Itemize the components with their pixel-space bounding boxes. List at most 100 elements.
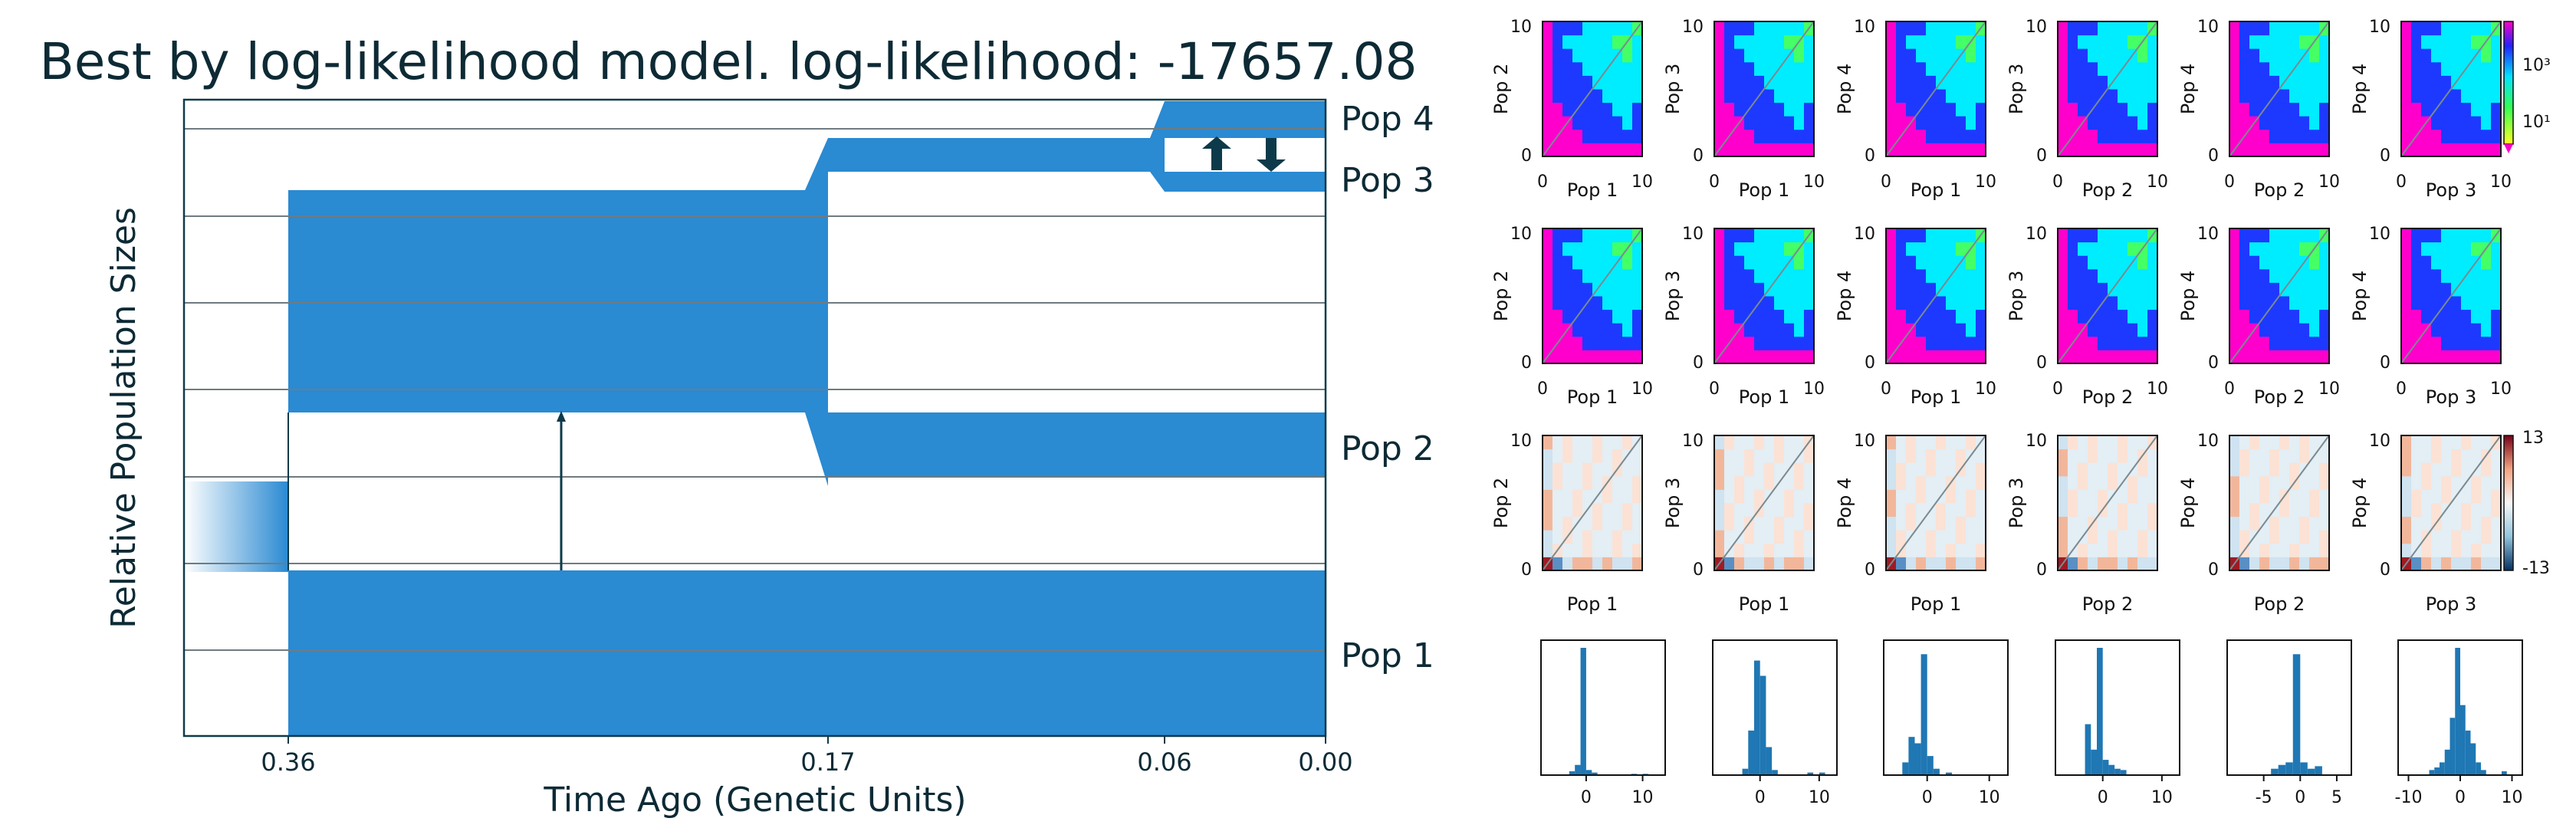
heatmap-cell xyxy=(1774,309,1785,324)
heatmap-cell xyxy=(1956,475,1967,490)
heatmap-cell xyxy=(2461,350,2472,364)
heatmap-cell xyxy=(2319,489,2330,504)
heatmap-cell xyxy=(2481,282,2492,297)
heatmap-cell xyxy=(2411,462,2422,477)
heatmap-cell xyxy=(2058,449,2068,463)
heatmap-cell xyxy=(2471,516,2482,531)
histogram-panel: 0 10 xyxy=(2055,639,2180,807)
heatmap-cell xyxy=(2137,75,2148,90)
heatmap-cell xyxy=(1906,48,1917,63)
histogram-bar xyxy=(2108,764,2115,775)
heatmap-cell xyxy=(1582,323,1593,337)
panel-frame xyxy=(1542,435,1643,571)
heatmap-cell xyxy=(2471,129,2482,143)
heatmap-cell xyxy=(2421,282,2432,297)
heatmap-cell xyxy=(2088,296,2098,310)
panel-frame xyxy=(1542,228,1643,364)
heatmap-cell xyxy=(1946,48,1957,63)
y-axis-label: Pop 4 xyxy=(1834,478,1855,528)
heatmap-cell xyxy=(2299,296,2310,310)
heatmap-cell xyxy=(1784,268,1795,283)
heatmap-cell xyxy=(2137,435,2148,450)
heatmap-cell xyxy=(2058,228,2068,243)
heatmap-cell xyxy=(2068,516,2078,531)
heatmap-cell xyxy=(1552,89,1563,104)
heatmap-cell xyxy=(2319,102,2330,117)
heatmap-cell xyxy=(2279,48,2290,63)
heatmap-cell xyxy=(2421,557,2432,571)
heatmap-cell xyxy=(1612,61,1623,76)
pop-label-4: Pop 4 xyxy=(1341,100,1434,139)
heatmap-cell xyxy=(1956,116,1967,130)
heatmap-cell xyxy=(2078,61,2088,76)
heatmap-cell xyxy=(2098,61,2108,76)
heatmap-cell xyxy=(2461,516,2472,531)
chart-title: Best by log-likelihood model. log-likeli… xyxy=(39,32,1418,91)
heatmap-cell xyxy=(1956,21,1967,36)
heatmap-cell xyxy=(1784,350,1795,364)
heatmap-cell xyxy=(1572,462,1583,477)
heatmap-cell xyxy=(1784,435,1795,450)
heatmap-cell xyxy=(2411,557,2422,571)
heatmap-cell xyxy=(1612,350,1623,364)
diagonal-line xyxy=(2229,228,2330,364)
heatmap-cell xyxy=(1552,116,1563,130)
heatmap-cell xyxy=(2098,34,2108,49)
heatmap-cell xyxy=(2147,268,2158,283)
heatmap-cell xyxy=(2401,89,2412,104)
x-tick-label: 0 xyxy=(2052,172,2063,192)
heatmap-cell xyxy=(1724,557,1735,571)
heatmap-cell xyxy=(1744,48,1755,63)
heatmap-cell xyxy=(2431,475,2442,490)
heatmap-cell xyxy=(2461,116,2472,130)
heatmap-cell xyxy=(1602,48,1613,63)
heatmap-cell xyxy=(1592,143,1603,157)
heatmap-cell xyxy=(2229,516,2240,531)
heatmap-cell xyxy=(2471,228,2482,243)
heatmap-cell xyxy=(2068,435,2078,450)
heatmap-cell xyxy=(1774,543,1785,557)
heatmap-cell xyxy=(2058,75,2068,90)
heatmap-cell xyxy=(1714,462,1725,477)
heatmap-cell xyxy=(1612,557,1623,571)
heatmap-cell xyxy=(2137,503,2148,518)
heatmap-cell xyxy=(2078,143,2088,157)
heatmap-cell xyxy=(1622,116,1633,130)
heatmap-cell xyxy=(1794,557,1805,571)
panel-frame xyxy=(1883,639,2009,776)
heatmap-cell xyxy=(2431,350,2442,364)
heatmap-cell xyxy=(1582,435,1593,450)
heatmap-cell xyxy=(1946,116,1957,130)
heatmap-cell xyxy=(1572,61,1583,76)
heatmap-cell xyxy=(2108,516,2118,531)
heatmap-cell xyxy=(2229,462,2240,477)
heatmap-cell xyxy=(1562,350,1573,364)
heatmap-cell xyxy=(2279,462,2290,477)
heatmap-cell xyxy=(2289,255,2300,270)
heatmap-cell xyxy=(1582,309,1593,324)
heatmap-cell xyxy=(2401,435,2412,450)
heatmap-cell xyxy=(2451,61,2462,76)
heatmap-cell xyxy=(1543,296,1553,310)
heatmap-cell xyxy=(1936,435,1947,450)
heatmap-cell xyxy=(2229,435,2240,450)
x-tick-label: 10 xyxy=(2151,788,2173,807)
heatmap-cell xyxy=(1774,530,1785,544)
heatmap-cell xyxy=(1804,282,1815,297)
heatmap-cell xyxy=(1764,475,1775,490)
heatmap-cell xyxy=(2058,296,2068,310)
heatmap-cell xyxy=(2491,296,2502,310)
heatmap-cell xyxy=(2471,34,2482,49)
heatmap-cell xyxy=(2147,116,2158,130)
x-tick-label: 0 xyxy=(1537,380,1548,399)
heatmap-cell xyxy=(2401,116,2412,130)
heatmap-cell xyxy=(1543,268,1553,283)
panel-frame xyxy=(1885,435,1986,571)
heatmap-cell xyxy=(2411,102,2422,117)
heatmap-cell xyxy=(1602,75,1613,90)
heatmap-cell xyxy=(1572,255,1583,270)
heatmap-cell xyxy=(2088,268,2098,283)
